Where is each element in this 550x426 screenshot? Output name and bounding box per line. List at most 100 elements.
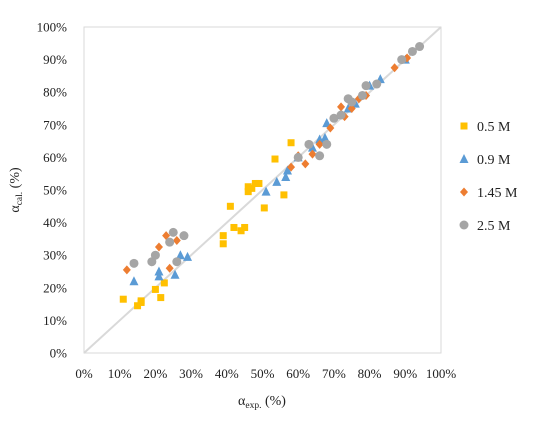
data-point: [281, 171, 291, 181]
x-axis-title-unit: (%): [261, 394, 286, 409]
x-axis-title: αexp. (%): [238, 394, 286, 411]
x-tick-label: 30%: [179, 366, 203, 381]
data-point: [415, 42, 425, 52]
data-point: [336, 110, 346, 120]
data-point: [154, 266, 164, 276]
legend-marker: [460, 122, 468, 130]
y-tick-label: 10%: [43, 313, 67, 328]
data-point: [315, 139, 324, 149]
data-point: [271, 155, 279, 163]
legend: 0.5 M 0.9 M 1.45 M 2.5 M: [459, 120, 518, 234]
y-tick-label: 100%: [37, 20, 68, 35]
y-tick-label: 90%: [43, 52, 67, 67]
y-axis-ticks: 0% 10% 20% 30% 40% 50% 60% 70% 80% 90% 100%: [37, 20, 68, 361]
data-point: [322, 118, 332, 128]
data-point: [172, 236, 181, 246]
data-point: [272, 176, 282, 186]
data-point: [175, 250, 185, 260]
legend-label: 1.45 M: [477, 186, 518, 201]
data-point: [165, 263, 174, 273]
data-point: [248, 184, 256, 192]
data-point: [160, 279, 168, 287]
series-3: [129, 42, 425, 268]
plot-border: [83, 26, 442, 354]
y-axis-title-sub: cal.: [15, 192, 25, 205]
y-axis-title: αcal. (%): [8, 167, 25, 213]
y-tick-label: 80%: [43, 85, 67, 100]
data-point: [304, 139, 314, 149]
x-tick-label: 70%: [322, 366, 346, 381]
x-tick-label: 10%: [108, 366, 132, 381]
series-2: [122, 53, 412, 275]
x-axis-ticks: 0% 10% 20% 30% 40% 50% 60% 70% 80% 90% 100%: [75, 366, 456, 381]
data-point: [287, 139, 295, 147]
y-tick-label: 40%: [43, 215, 67, 230]
legend-label: 0.9 M: [477, 153, 511, 168]
data-point: [230, 223, 238, 231]
legend-label: 0.5 M: [477, 120, 511, 135]
y-axis-title-unit: (%): [8, 167, 23, 192]
data-point: [261, 186, 271, 196]
data-point: [122, 265, 131, 275]
data-point: [226, 202, 234, 210]
data-point: [129, 276, 139, 286]
data-point: [320, 132, 330, 142]
data-point: [326, 123, 335, 133]
data-point: [390, 63, 399, 73]
data-point: [307, 142, 317, 152]
data-point: [280, 191, 288, 199]
data-point: [119, 295, 127, 303]
data-point: [151, 285, 159, 293]
legend-marker: [459, 154, 469, 163]
x-tick-label: 100%: [426, 366, 457, 381]
data-point: [219, 232, 227, 240]
y-tick-label: 50%: [43, 183, 67, 198]
data-point: [372, 79, 382, 89]
legend-label: 2.5 M: [477, 219, 511, 234]
data-point: [357, 90, 367, 100]
legend-marker: [460, 187, 468, 197]
y-tick-label: 20%: [43, 280, 67, 295]
x-tick-label: 60%: [286, 366, 310, 381]
y-axis-title-main: α: [8, 205, 23, 213]
data-point: [154, 271, 164, 281]
data-point: [329, 113, 339, 123]
data-point: [347, 104, 356, 113]
data-point: [397, 55, 407, 65]
data-point: [255, 179, 263, 187]
data-point: [244, 183, 252, 191]
data-point: [183, 251, 193, 261]
x-tick-label: 90%: [393, 366, 417, 381]
data-point: [282, 165, 292, 175]
data-point: [260, 204, 268, 212]
data-point: [322, 139, 332, 149]
data-point: [347, 97, 357, 107]
data-point: [407, 46, 417, 56]
x-tick-label: 50%: [251, 366, 275, 381]
legend-marker: [459, 220, 469, 230]
data-point: [301, 159, 310, 169]
data-point: [308, 149, 317, 159]
data-point: [237, 227, 245, 235]
x-axis-title-main: α: [238, 394, 246, 409]
data-point: [244, 188, 252, 196]
x-tick-label: 80%: [358, 366, 382, 381]
data-point: [361, 81, 371, 91]
data-point: [337, 102, 346, 112]
x-tick-label: 0%: [75, 366, 93, 381]
data-point: [154, 242, 163, 252]
data-point: [172, 257, 182, 267]
data-point: [157, 294, 165, 302]
plot-area: [83, 26, 442, 354]
y-tick-label: 30%: [43, 248, 67, 263]
data-point: [170, 269, 180, 279]
y-tick-label: 70%: [43, 117, 67, 132]
y-tick-label: 60%: [43, 150, 67, 165]
data-point: [219, 240, 227, 248]
y-tick-label: 0%: [50, 346, 68, 361]
x-tick-label: 40%: [215, 366, 239, 381]
data-point: [293, 152, 303, 162]
data-point: [179, 231, 189, 241]
